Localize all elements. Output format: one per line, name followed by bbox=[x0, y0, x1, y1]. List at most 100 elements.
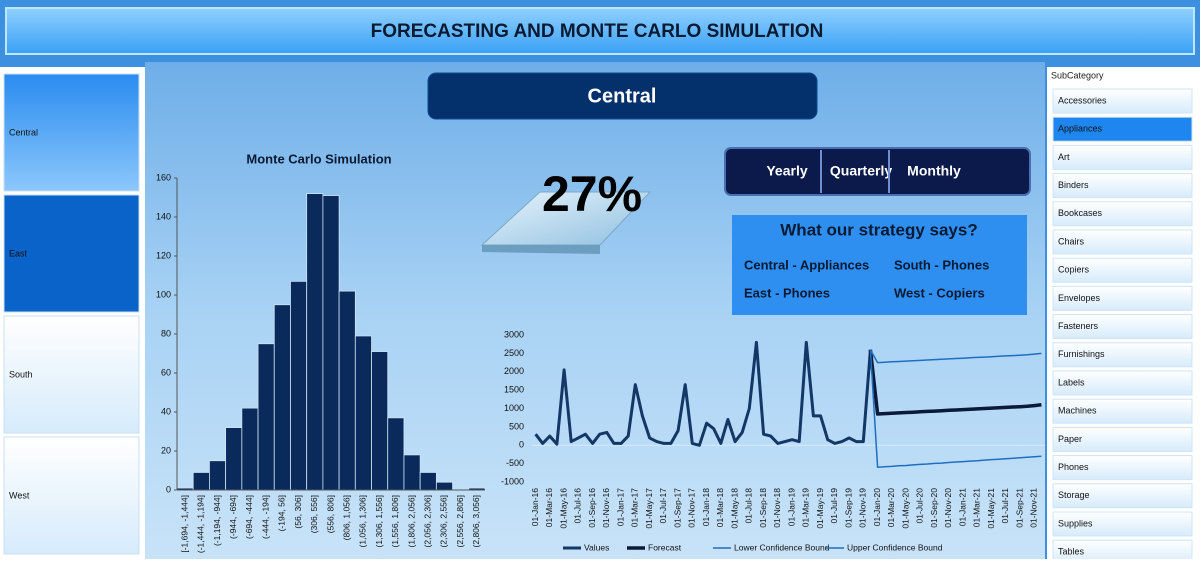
subcategory-label: Machines bbox=[1058, 406, 1097, 416]
bar bbox=[192, 472, 210, 491]
strategy-item: Central - Appliances bbox=[744, 257, 869, 272]
x-tick-label: 01-Jan-19 bbox=[786, 488, 796, 527]
subcategory-button[interactable] bbox=[1052, 342, 1193, 368]
region-button[interactable] bbox=[3, 194, 140, 313]
x-tick-label: 01-Jul-20 bbox=[915, 488, 925, 524]
x-tick-label: 01-Mar-17 bbox=[630, 488, 640, 527]
subcategory-button[interactable] bbox=[1052, 285, 1193, 311]
x-tick-label: (-1,444, -1,194] bbox=[196, 495, 206, 553]
subcategory-label: Phones bbox=[1058, 462, 1089, 472]
x-tick-label: (306, 556] bbox=[309, 495, 319, 533]
bar bbox=[435, 481, 453, 491]
bar bbox=[241, 407, 259, 491]
x-tick-label: (-444, -194] bbox=[260, 495, 270, 539]
x-tick-label: 01-Nov-16 bbox=[601, 488, 611, 528]
y-tick-label: 1000 bbox=[504, 403, 524, 413]
subcategory-button[interactable] bbox=[1052, 257, 1193, 283]
subcategory-label: Fasteners bbox=[1058, 321, 1099, 331]
strategy-item: West - Copiers bbox=[894, 285, 985, 300]
subcategory-label: Storage bbox=[1058, 490, 1090, 500]
subcategory-button[interactable] bbox=[1052, 511, 1193, 537]
subcategory-button[interactable] bbox=[1052, 314, 1193, 340]
bar bbox=[225, 427, 243, 491]
x-tick-label: 01-Sep-20 bbox=[929, 488, 939, 528]
selected-region: Central bbox=[588, 85, 657, 107]
subcategory-button[interactable] bbox=[1052, 455, 1193, 481]
x-tick-label: [-1,694, -1,444] bbox=[179, 495, 189, 553]
x-tick-label: 01-Mar-21 bbox=[972, 488, 982, 527]
region-button[interactable] bbox=[3, 436, 140, 555]
series-line bbox=[869, 349, 1042, 364]
subcategory-button[interactable] bbox=[1052, 426, 1193, 452]
region-button[interactable] bbox=[3, 315, 140, 434]
subcategory-button[interactable] bbox=[1052, 88, 1193, 114]
x-tick-label: 01-Nov-21 bbox=[1029, 488, 1039, 528]
period-button[interactable]: Quarterly bbox=[830, 163, 892, 179]
subcategory-button[interactable] bbox=[1052, 173, 1193, 199]
x-tick-label: 01-May-16 bbox=[558, 488, 568, 529]
x-tick-label: 01-Nov-20 bbox=[943, 488, 953, 528]
bar bbox=[273, 304, 291, 491]
region-label: Central bbox=[9, 127, 38, 137]
bar bbox=[322, 195, 340, 491]
x-tick-label: 01-Jul-21 bbox=[1000, 488, 1010, 524]
x-tick-label: 01-Mar-20 bbox=[886, 488, 896, 527]
y-tick-label: 40 bbox=[161, 406, 171, 416]
x-tick-label: (-1,194, -944] bbox=[212, 495, 222, 546]
y-tick-label: -500 bbox=[506, 458, 524, 468]
x-tick-label: (2,056, 2,306] bbox=[423, 495, 433, 547]
x-tick-label: 01-Nov-18 bbox=[772, 488, 782, 528]
bar bbox=[257, 343, 275, 491]
y-tick-label: 0 bbox=[166, 484, 171, 494]
x-tick-label: 01-Mar-16 bbox=[544, 488, 554, 527]
subcategory-label: Accessories bbox=[1058, 95, 1107, 105]
x-tick-label: 01-Mar-19 bbox=[801, 488, 811, 527]
bar bbox=[306, 193, 324, 491]
subcategory-label: Art bbox=[1058, 152, 1070, 162]
bar bbox=[403, 454, 421, 491]
y-tick-label: 120 bbox=[156, 250, 171, 260]
bar bbox=[338, 290, 356, 491]
bar bbox=[209, 460, 227, 491]
x-tick-label: 01-May-21 bbox=[986, 488, 996, 529]
slicer-title: SubCategory bbox=[1051, 70, 1104, 80]
subcategory-button[interactable] bbox=[1052, 229, 1193, 255]
x-tick-label: 01-Sep-18 bbox=[758, 488, 768, 528]
subcategory-label: Binders bbox=[1058, 180, 1089, 190]
y-tick-label: 3000 bbox=[504, 329, 524, 339]
y-tick-label: 100 bbox=[156, 289, 171, 299]
period-button[interactable]: Yearly bbox=[766, 163, 807, 179]
region-button[interactable] bbox=[3, 73, 140, 192]
y-tick-label: 2000 bbox=[504, 366, 524, 376]
strategy-item: South - Phones bbox=[894, 257, 989, 272]
y-tick-label: 160 bbox=[156, 172, 171, 182]
y-tick-label: 20 bbox=[161, 445, 171, 455]
series-line bbox=[869, 349, 1042, 469]
x-tick-label: 01-Jan-17 bbox=[615, 488, 625, 527]
x-tick-label: 01-Jul-19 bbox=[829, 488, 839, 524]
subcategory-button[interactable] bbox=[1052, 539, 1193, 564]
x-tick-label: (56, 306] bbox=[293, 495, 303, 529]
y-tick-label: 140 bbox=[156, 211, 171, 221]
subcategory-label: Bookcases bbox=[1058, 208, 1103, 218]
legend-label: Lower Confidence Bound bbox=[734, 542, 830, 552]
legend-label: Forecast bbox=[648, 542, 682, 552]
y-tick-label: 80 bbox=[161, 328, 171, 338]
subcategory-button[interactable] bbox=[1052, 483, 1193, 509]
subcategory-button[interactable] bbox=[1052, 370, 1193, 396]
x-tick-label: 01-Jan-16 bbox=[530, 488, 540, 527]
x-tick-label: 01-Nov-17 bbox=[687, 488, 697, 528]
period-button[interactable]: Monthly bbox=[907, 163, 961, 179]
subcategory-label: Supplies bbox=[1058, 518, 1093, 528]
subcategory-button[interactable] bbox=[1052, 144, 1193, 170]
y-tick-label: -1000 bbox=[501, 476, 524, 486]
legend-label: Values bbox=[584, 542, 609, 552]
subcategory-button[interactable] bbox=[1052, 201, 1193, 227]
y-tick-label: 2500 bbox=[504, 348, 524, 358]
subcategory-button[interactable] bbox=[1052, 116, 1193, 142]
subcategory-label: Chairs bbox=[1058, 236, 1085, 246]
subcategory-button[interactable] bbox=[1052, 398, 1193, 424]
kpi-value: 27% bbox=[542, 166, 642, 222]
x-tick-label: (1,056, 1,306] bbox=[358, 495, 368, 547]
